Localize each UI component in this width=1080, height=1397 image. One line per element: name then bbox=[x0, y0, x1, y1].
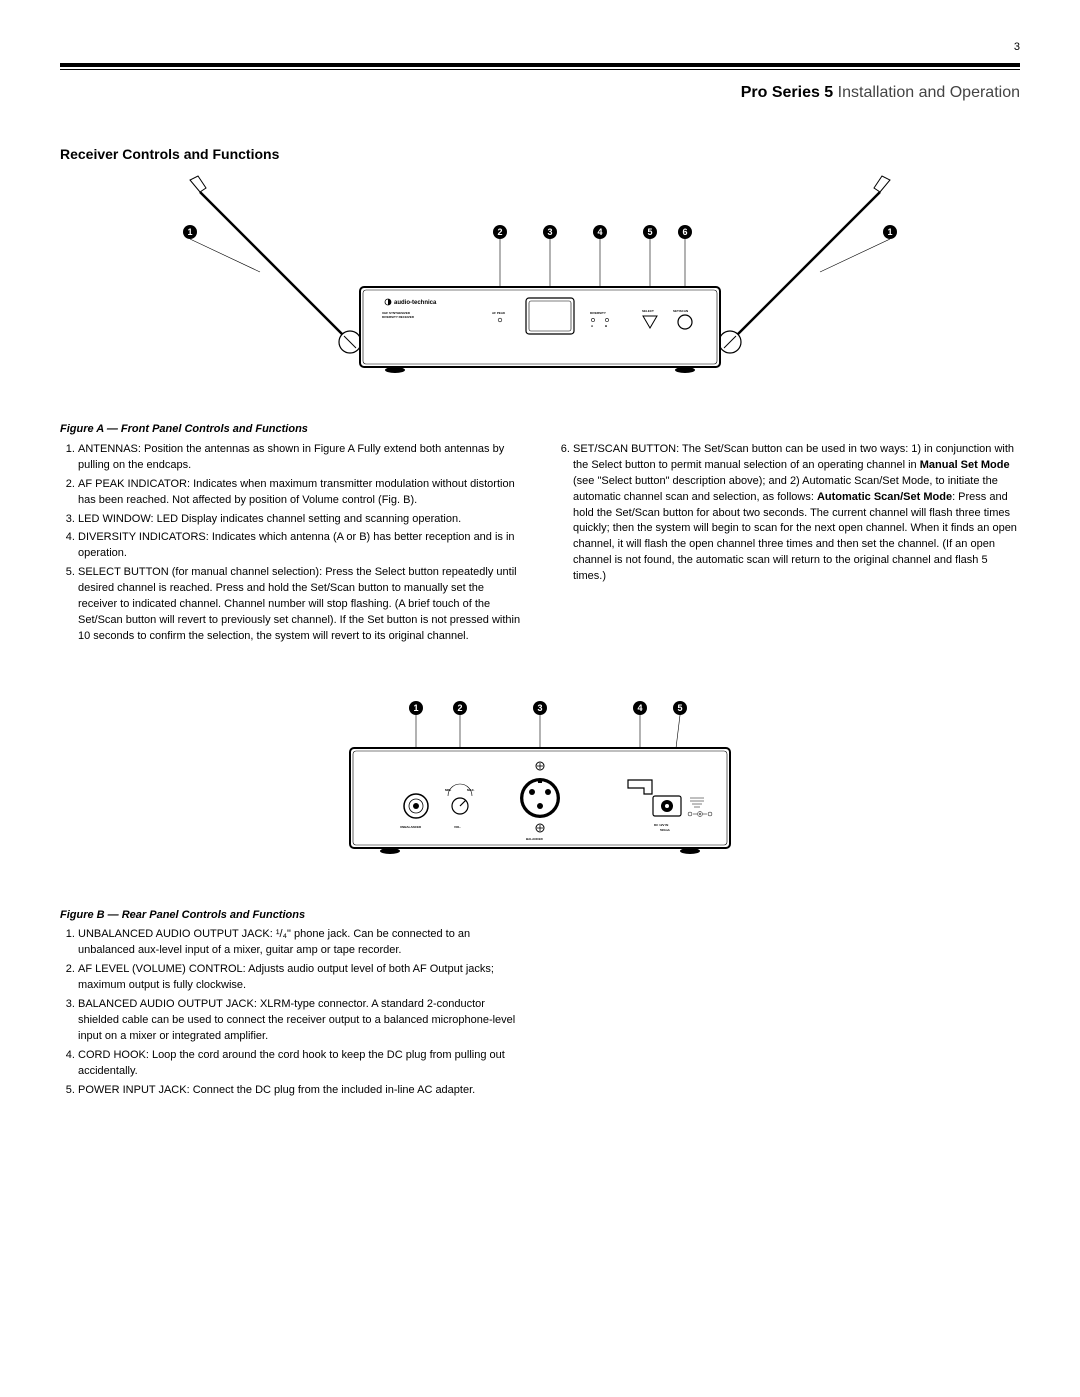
list-item: AF PEAK INDICATOR: Indicates when maximu… bbox=[78, 477, 525, 509]
callout-3: 3 bbox=[543, 225, 557, 239]
top-rule bbox=[60, 63, 1020, 67]
svg-text:2: 2 bbox=[497, 227, 502, 237]
list-item: ANTENNAS: Position the antennas as shown… bbox=[78, 442, 525, 474]
figure-a-text: ANTENNAS: Position the antennas as shown… bbox=[60, 442, 1020, 648]
figure-b: 1 2 3 4 5 UNBALANCED MIN. MAX. VOL. BALA… bbox=[60, 688, 1020, 888]
svg-text:1: 1 bbox=[187, 227, 192, 237]
svg-text:1: 1 bbox=[887, 227, 892, 237]
svg-text:DIVERSITY: DIVERSITY bbox=[590, 311, 606, 315]
figure-b-caption: Figure B — Rear Panel Controls and Funct… bbox=[60, 908, 1020, 923]
callout-5: 5 bbox=[643, 225, 657, 239]
header-rest: Installation and Operation bbox=[833, 84, 1020, 101]
page-number: 3 bbox=[60, 40, 1020, 55]
svg-text:5: 5 bbox=[647, 227, 652, 237]
svg-text:DC 12V IN: DC 12V IN bbox=[654, 823, 668, 827]
svg-text:6: 6 bbox=[682, 227, 687, 237]
callout-1-right: 1 bbox=[883, 225, 897, 239]
figure-b-svg: 1 2 3 4 5 UNBALANCED MIN. MAX. VOL. BALA… bbox=[270, 688, 810, 888]
svg-text:5: 5 bbox=[677, 703, 682, 713]
list-item: AF LEVEL (VOLUME) CONTROL: Adjusts audio… bbox=[78, 962, 520, 994]
list-item: LED WINDOW: LED Display indicates channe… bbox=[78, 512, 525, 528]
svg-text:BALANCED: BALANCED bbox=[526, 837, 544, 841]
svg-text:3: 3 bbox=[537, 703, 542, 713]
header-bold: Pro Series 5 bbox=[741, 84, 834, 101]
list-item: SELECT BUTTON (for manual channel select… bbox=[78, 565, 525, 645]
list-item: POWER INPUT JACK: Connect the DC plug fr… bbox=[78, 1083, 520, 1099]
svg-text:UNBALANCED: UNBALANCED bbox=[400, 825, 422, 829]
svg-text:2: 2 bbox=[457, 703, 462, 713]
callout-1-left: 1 bbox=[183, 225, 197, 239]
list-item: BALANCED AUDIO OUTPUT JACK: XLRM-type co… bbox=[78, 997, 520, 1045]
header-title: Pro Series 5 Installation and Operation bbox=[60, 82, 1020, 104]
figure-a-svg: 1 2 3 4 5 6 1 audio-technica UHF SYNTHES… bbox=[130, 172, 950, 402]
svg-text:1: 1 bbox=[413, 703, 418, 713]
callout-6: 6 bbox=[678, 225, 692, 239]
list-b: UNBALANCED AUDIO OUTPUT JACK: ¹/₄" phone… bbox=[60, 927, 520, 1098]
antenna-left bbox=[190, 176, 361, 353]
svg-text:AF PEAK: AF PEAK bbox=[492, 311, 506, 315]
svg-text:4: 4 bbox=[637, 703, 642, 713]
list-item: UNBALANCED AUDIO OUTPUT JACK: ¹/₄" phone… bbox=[78, 927, 520, 959]
callout-b1: 1 bbox=[409, 701, 423, 715]
svg-text:audio-technica: audio-technica bbox=[394, 300, 437, 306]
figure-a-caption: Figure A — Front Panel Controls and Func… bbox=[60, 422, 1020, 437]
callout-b2: 2 bbox=[453, 701, 467, 715]
callout-4: 4 bbox=[593, 225, 607, 239]
sub-rule bbox=[60, 69, 1020, 70]
list-item: SET/SCAN BUTTON: The Set/Scan button can… bbox=[573, 442, 1020, 585]
svg-text:SELECT: SELECT bbox=[642, 309, 654, 313]
figure-a: 1 2 3 4 5 6 1 audio-technica UHF SYNTHES… bbox=[60, 172, 1020, 402]
list-item: CORD HOOK: Loop the cord around the cord… bbox=[78, 1048, 520, 1080]
section-title: Receiver Controls and Functions bbox=[60, 145, 1020, 165]
svg-text:VOL.: VOL. bbox=[454, 825, 461, 829]
svg-text:4: 4 bbox=[597, 227, 602, 237]
svg-text:SET/SCAN: SET/SCAN bbox=[673, 309, 688, 313]
list-item: DIVERSITY INDICATORS: Indicates which an… bbox=[78, 530, 525, 562]
list-a-left: ANTENNAS: Position the antennas as shown… bbox=[60, 442, 525, 645]
antenna-right bbox=[719, 176, 890, 353]
svg-text:500mA: 500mA bbox=[660, 828, 671, 832]
list-a-right: SET/SCAN BUTTON: The Set/Scan button can… bbox=[555, 442, 1020, 585]
svg-text:DIVERSITY RECEIVER: DIVERSITY RECEIVER bbox=[382, 315, 415, 319]
svg-text:3: 3 bbox=[547, 227, 552, 237]
callout-2: 2 bbox=[493, 225, 507, 239]
callout-b3: 3 bbox=[533, 701, 547, 715]
callout-b4: 4 bbox=[633, 701, 647, 715]
callout-b5: 5 bbox=[673, 701, 687, 715]
